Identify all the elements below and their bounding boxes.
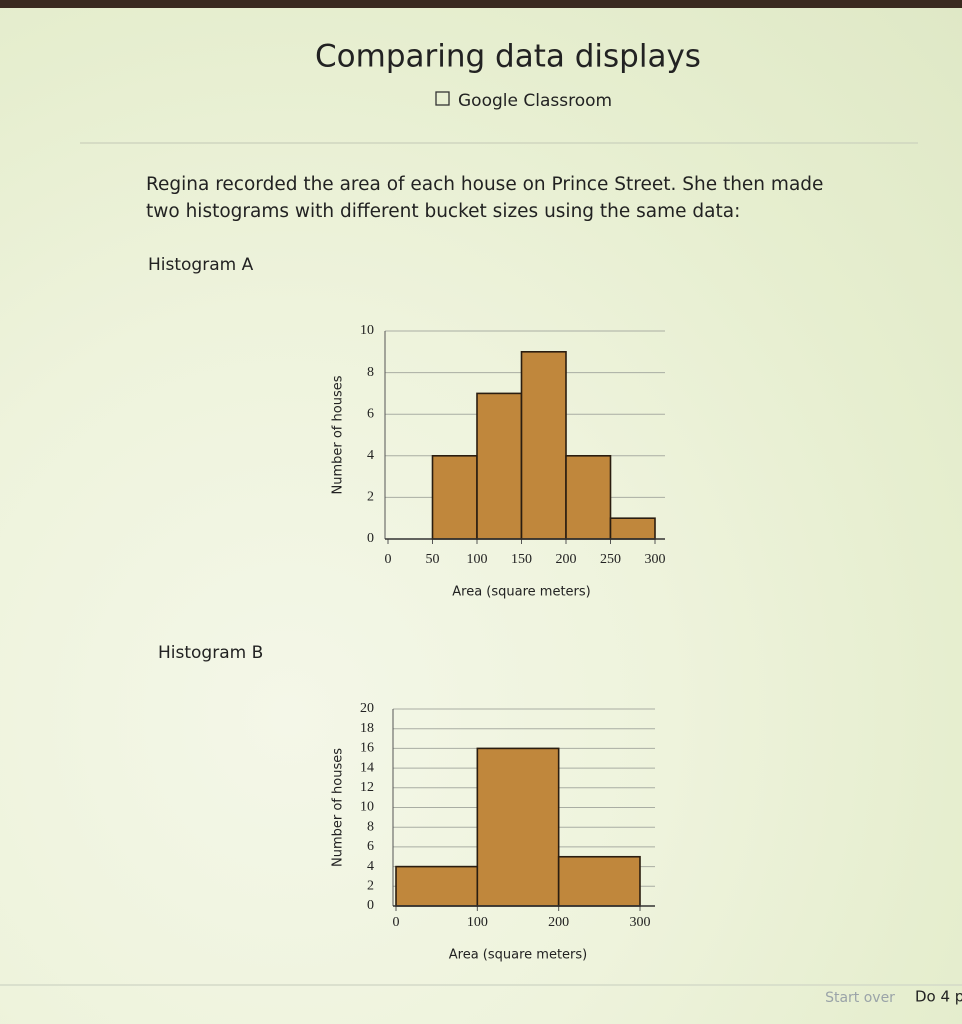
y-tick-label: 2 — [367, 490, 374, 505]
x-tick-label: 200 — [548, 915, 569, 930]
y-tick-label: 4 — [367, 859, 374, 874]
histogram-bar — [565, 454, 612, 540]
classroom-icon — [435, 91, 450, 106]
y-tick-label: 14 — [360, 760, 374, 775]
y-axis-title: Number of houses — [331, 748, 346, 867]
x-axis-title: Area (square meters) — [449, 948, 588, 963]
x-tick-label: 50 — [426, 552, 440, 567]
histogram-bar — [609, 517, 656, 540]
y-tick-label: 4 — [367, 448, 374, 463]
histogram-bar — [395, 865, 479, 907]
next-button[interactable]: Do 4 p — [915, 988, 962, 1006]
y-tick-label: 6 — [367, 839, 374, 854]
x-tick-label: 300 — [645, 552, 666, 567]
y-tick-label: 6 — [367, 406, 374, 421]
page-title: Comparing data displays — [315, 39, 701, 75]
histogram-bar — [520, 350, 567, 540]
y-tick-label: 2 — [367, 879, 374, 894]
y-tick-label: 16 — [360, 741, 374, 756]
y-tick-label: 0 — [367, 531, 374, 546]
histogram-bar — [557, 855, 641, 907]
x-tick-label: 300 — [630, 915, 651, 930]
y-tick-label: 20 — [360, 701, 374, 716]
x-tick-label: 150 — [511, 552, 532, 567]
x-axis-title: Area (square meters) — [452, 585, 591, 600]
x-tick-label: 100 — [467, 552, 488, 567]
y-tick-label: 0 — [367, 898, 374, 913]
x-tick-label: 0 — [393, 915, 400, 930]
chart-heading: Histogram A — [148, 255, 254, 275]
top-bezel — [0, 0, 962, 8]
subtitle[interactable]: Google Classroom — [458, 91, 612, 111]
start-over-button[interactable]: Start over — [825, 990, 895, 1006]
y-tick-label: 8 — [367, 819, 374, 834]
chart-heading: Histogram B — [158, 643, 263, 663]
y-tick-label: 8 — [367, 365, 374, 380]
x-tick-label: 200 — [556, 552, 577, 567]
prompt-line: Regina recorded the area of each house o… — [146, 174, 823, 195]
x-tick-label: 250 — [600, 552, 621, 567]
x-tick-label: 100 — [467, 915, 488, 930]
y-tick-label: 12 — [360, 780, 374, 795]
y-tick-label: 10 — [360, 323, 374, 338]
histogram-bar — [476, 392, 523, 540]
histogram-bar — [431, 454, 478, 540]
y-tick-label: 18 — [360, 721, 374, 736]
histogram-bar — [476, 747, 560, 907]
y-axis-title: Number of houses — [331, 375, 346, 494]
prompt-line: two histograms with different bucket siz… — [146, 201, 740, 222]
x-tick-label: 0 — [385, 552, 392, 567]
y-tick-label: 10 — [360, 800, 374, 815]
